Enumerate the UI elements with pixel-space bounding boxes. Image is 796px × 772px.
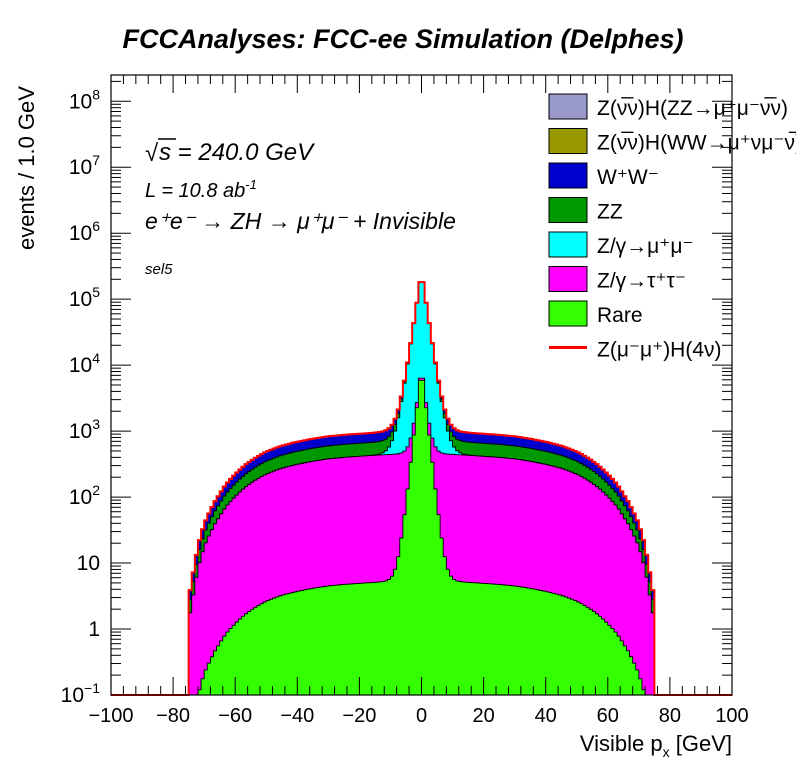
x-tick-label: 40 <box>535 705 557 727</box>
annotations: √ s = 240.0 GeV L = 10.8 ab-1 e⁺e⁻ → ZH … <box>145 138 456 278</box>
x-tick-label: −20 <box>342 705 376 727</box>
x-tick-label: −80 <box>156 705 190 727</box>
legend-label: Z(ν̅ν)H(WW→μ⁺νμ⁻ν̅) <box>597 132 796 155</box>
legend-entry: Z(ν̅ν)H(WW→μ⁺νμ⁻ν̅) <box>548 128 796 155</box>
x-axis: −100 −80 −60 −40 −20 0 20 40 60 80 100 <box>88 75 749 727</box>
x-tick-label: 0 <box>416 705 427 727</box>
legend-entry: Z(ν̅ν)H(ZZ→μ⁺μ⁻ν̅ν) <box>548 93 788 120</box>
y-tick-label: 10−1 <box>61 680 101 707</box>
legend-entry: ZZ <box>548 197 623 224</box>
legend-label: Rare <box>597 304 643 327</box>
legend-swatch <box>548 300 588 327</box>
series-area-7 <box>111 379 732 696</box>
x-tick-label: 60 <box>597 705 619 727</box>
lumi-main: L = 10.8 ab <box>145 180 245 202</box>
y-tick-label: 102 <box>69 482 100 509</box>
plot-area <box>111 281 732 696</box>
x-axis-label-main: Visible p <box>580 731 663 756</box>
legend-label: Z/γ→τ⁺τ⁻ <box>597 270 686 293</box>
legend-swatch <box>548 266 588 292</box>
x-tick-label: 100 <box>715 705 748 727</box>
legend-label: Z(μ⁻μ⁺)H(4ν) <box>597 339 722 362</box>
legend-swatch <box>548 197 588 223</box>
legend-swatch <box>548 231 588 258</box>
y-tick-label: 1 <box>88 618 100 641</box>
y-axis-label: events / 1.0 GeV <box>14 86 39 250</box>
legend-entry: W⁺W⁻ <box>548 162 659 189</box>
x-tick-label: −60 <box>218 705 252 727</box>
x-axis-label-unit: [GeV] <box>670 731 732 756</box>
legend-entry: Z(μ⁻μ⁺)H(4ν) <box>549 339 722 362</box>
legend-label: W⁺W⁻ <box>597 166 659 189</box>
legend-swatch <box>548 93 588 120</box>
y-axis: 10−1 1 10 102 103 104 105 106 107 108 <box>61 80 732 707</box>
sqrt-s-text: s = 240.0 GeV <box>159 139 315 166</box>
legend-label: Z/γ→μ⁺μ⁻ <box>597 235 694 258</box>
legend-entry: Rare <box>548 300 643 327</box>
x-tick-label: −100 <box>88 705 133 727</box>
x-tick-label: 20 <box>472 705 494 727</box>
sqrt-s-symbol: √ <box>145 140 159 167</box>
legend-swatch <box>548 128 588 154</box>
x-axis-label: Visible px [GeV] <box>580 731 732 760</box>
y-tick-label: 104 <box>69 350 100 377</box>
chart-title: FCCAnalyses: FCC-ee Simulation (Delphes) <box>122 24 683 54</box>
lumi-exp: -1 <box>245 177 257 192</box>
y-tick-label: 106 <box>69 218 100 245</box>
x-tick-label: 80 <box>659 705 681 727</box>
legend-label: Z(ν̅ν)H(ZZ→μ⁺μ⁻ν̅ν) <box>597 97 788 120</box>
y-tick-label: 103 <box>69 416 100 443</box>
y-tick-label: 10 <box>77 552 100 575</box>
y-tick-label: 105 <box>69 284 100 311</box>
legend: Z(ν̅ν)H(ZZ→μ⁺μ⁻ν̅ν) Z(ν̅ν)H(WW→μ⁺νμ⁻ν̅) W⁺… <box>548 93 796 362</box>
legend-label: ZZ <box>597 201 623 224</box>
lumi-text: L = 10.8 ab-1 <box>145 177 257 202</box>
selection-text: sel5 <box>145 261 173 278</box>
x-tick-label: −40 <box>280 705 314 727</box>
series-line-signal <box>111 281 732 696</box>
y-tick-label: 108 <box>69 86 100 113</box>
legend-entry: Z/γ→μ⁺μ⁻ <box>548 231 694 258</box>
legend-entry: Z/γ→τ⁺τ⁻ <box>548 266 686 293</box>
process-text: e⁺e⁻ → ZH → μ⁺μ⁻ + Invisible <box>145 208 456 234</box>
legend-swatch <box>548 162 588 189</box>
y-tick-label: 107 <box>69 152 100 179</box>
x-axis-label-sub: x <box>663 744 670 760</box>
